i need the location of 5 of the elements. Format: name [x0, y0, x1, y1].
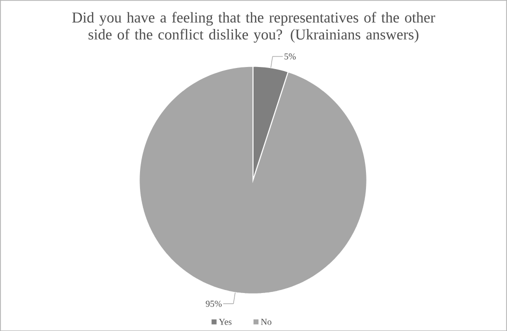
- data-label: 5%: [284, 53, 296, 60]
- data-label: 95%: [206, 300, 222, 307]
- legend-label: Yes: [218, 318, 232, 325]
- chart-title: Did you have a feeling that the representatives of the other side of the conflict dislike you? (Ukrainians answers): [72, 12, 436, 43]
- legend-label: No: [260, 318, 272, 325]
